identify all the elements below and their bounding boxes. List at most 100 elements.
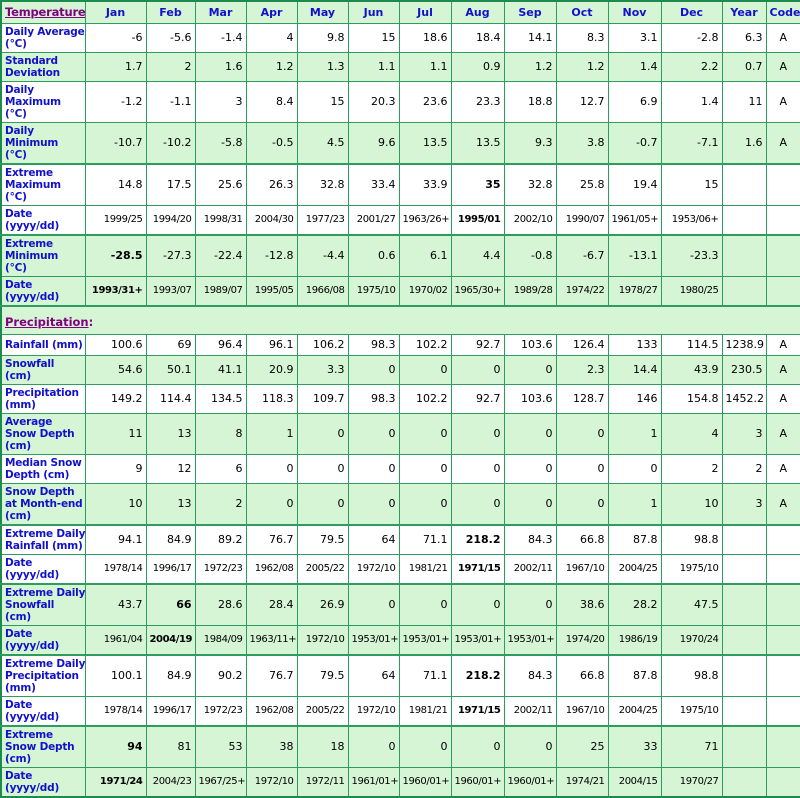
cell-rainfall-jul: 102.2 — [398, 334, 452, 356]
cell-date-extreme-daily-rainfall-year — [721, 554, 767, 585]
cell-extreme-maximum-code — [765, 163, 800, 206]
column-header-jan: Jan — [84, 0, 147, 24]
cell-date-extreme-minimum-aug: 1965/30+ — [450, 276, 505, 307]
cell-date-extreme-daily-precipitation-mar: 1972/23 — [194, 696, 247, 727]
cell-daily-average-nov: 3.1 — [607, 23, 662, 53]
row-date-extreme-daily-snowfall: Date (yyyy/dd) 1961/04 2004/19 1984/09 1963/1… — [0, 625, 800, 656]
row-daily-minimum: Daily Minimum (°C) -10.7 -10.2 -5.8 -0.5 4.5 9.6… — [0, 122, 800, 165]
cell-extreme-daily-precipitation-nov: 87.8 — [607, 654, 662, 697]
cell-precipitation-mm-aug: 92.7 — [450, 384, 505, 414]
cell-date-extreme-daily-precipitation-jul: 1981/21 — [398, 696, 452, 727]
cell-average-snow-depth-feb: 13 — [145, 413, 196, 455]
cell-daily-minimum-jul: 13.5 — [398, 122, 452, 165]
cell-extreme-daily-rainfall-feb: 84.9 — [145, 524, 196, 555]
row-precipitation-mm: Precipitation (mm) 149.2 114.4 134.5 118.3 109… — [0, 384, 800, 414]
cell-extreme-daily-snowfall-jun: 0 — [347, 583, 400, 626]
cell-date-extreme-minimum-nov: 1978/27 — [607, 276, 662, 307]
cell-date-extreme-maximum-may: 1977/23 — [296, 205, 349, 236]
cell-median-snow-depth-aug: 0 — [450, 454, 505, 484]
cell-average-snow-depth-code: A — [765, 413, 800, 455]
cell-extreme-snow-depth-jun: 0 — [347, 725, 400, 768]
cell-extreme-snow-depth-may: 18 — [296, 725, 349, 768]
cell-extreme-minimum-oct: -6.7 — [555, 234, 609, 277]
row-label-line: Minimum — [5, 137, 59, 149]
cell-date-extreme-daily-rainfall-jun: 1972/10 — [347, 554, 400, 585]
row-label-snowfall: Snowfall (cm) — [0, 355, 86, 385]
cell-date-extreme-daily-snowfall-nov: 1986/19 — [607, 625, 662, 656]
row-label-line: (°C) — [5, 262, 27, 274]
row-label-line: Rainfall (mm) — [5, 339, 83, 351]
column-header-nov: Nov — [607, 0, 662, 24]
cell-date-extreme-daily-snowfall-jan: 1961/04 — [84, 625, 147, 656]
row-label-line: (yyyy/dd) — [5, 291, 60, 303]
cell-median-snow-depth-nov: 0 — [607, 454, 662, 484]
column-header-code: Code — [765, 0, 800, 24]
cell-date-extreme-snow-depth-jul: 1960/01+ — [398, 767, 452, 798]
cell-extreme-maximum-dec: 15 — [660, 163, 723, 206]
cell-median-snow-depth-jan: 9 — [84, 454, 147, 484]
cell-date-extreme-snow-depth-jan: 1971/24 — [84, 767, 147, 798]
cell-daily-minimum-sep: 9.3 — [503, 122, 557, 165]
cell-daily-average-may: 9.8 — [296, 23, 349, 53]
cell-snowfall-mar: 41.1 — [194, 355, 247, 385]
cell-date-extreme-daily-rainfall-dec: 1975/10 — [660, 554, 723, 585]
cell-daily-minimum-oct: 3.8 — [555, 122, 609, 165]
cell-daily-maximum-jan: -1.2 — [84, 81, 147, 123]
cell-extreme-daily-snowfall-jul: 0 — [398, 583, 452, 626]
cell-daily-minimum-dec: -7.1 — [660, 122, 723, 165]
cell-rainfall-code: A — [765, 334, 800, 356]
row-label-line: (cm) — [5, 611, 31, 623]
row-label-daily-maximum: Daily Maximum (°C) — [0, 81, 86, 123]
cell-snow-depth-month-end-jun: 0 — [347, 483, 400, 526]
cell-precipitation-mm-sep: 103.6 — [503, 384, 557, 414]
cell-precipitation-mm-oct: 128.7 — [555, 384, 609, 414]
row-label-line: (°C) — [5, 38, 27, 50]
row-label-daily-minimum: Daily Minimum (°C) — [0, 122, 86, 165]
row-label-date-extreme-minimum: Date (yyyy/dd) — [0, 276, 86, 307]
precipitation-link[interactable]: Precipitation — [5, 315, 89, 329]
row-label-line: Precipitation — [5, 387, 79, 399]
cell-date-extreme-daily-precipitation-dec: 1975/10 — [660, 696, 723, 727]
cell-date-extreme-minimum-mar: 1989/07 — [194, 276, 247, 307]
temperature-link[interactable]: Temperature — [5, 5, 85, 19]
cell-extreme-daily-rainfall-code — [765, 524, 800, 555]
cell-snow-depth-month-end-apr: 0 — [245, 483, 298, 526]
cell-extreme-snow-depth-code — [765, 725, 800, 768]
row-label-line: Precipitation — [5, 670, 79, 682]
row-label-extreme-daily-snowfall: Extreme Daily Snowfall (cm) — [0, 583, 86, 626]
cell-precipitation-mm-jan: 149.2 — [84, 384, 147, 414]
cell-date-extreme-daily-precipitation-apr: 1962/08 — [245, 696, 298, 727]
cell-standard-deviation-may: 1.3 — [296, 52, 349, 82]
row-label-line: Date — [5, 208, 33, 220]
row-label-precipitation-mm: Precipitation (mm) — [0, 384, 86, 414]
row-label-extreme-maximum: Extreme Maximum (°C) — [0, 163, 86, 206]
cell-average-snow-depth-aug: 0 — [450, 413, 505, 455]
row-label-line: at Month-end — [5, 498, 83, 510]
row-label-daily-average: Daily Average (°C) — [0, 23, 86, 53]
column-header-may: May — [296, 0, 349, 24]
cell-date-extreme-daily-snowfall-jun: 1953/01+ — [347, 625, 400, 656]
cell-extreme-daily-precipitation-sep: 84.3 — [503, 654, 557, 697]
cell-standard-deviation-mar: 1.6 — [194, 52, 247, 82]
cell-rainfall-jun: 98.3 — [347, 334, 400, 356]
cell-standard-deviation-jul: 1.1 — [398, 52, 452, 82]
cell-extreme-maximum-feb: 17.5 — [145, 163, 196, 206]
row-date-extreme-daily-rainfall: Date (yyyy/dd) 1978/14 1996/17 1972/23 1962/0… — [0, 554, 800, 585]
row-label-line: Snowfall — [5, 599, 55, 611]
cell-extreme-maximum-sep: 32.8 — [503, 163, 557, 206]
row-label-line: Average — [5, 416, 53, 428]
row-median-snow-depth: Median Snow Depth (cm) 9 12 6 0 0 0 0 0 0 0 0 2 2 A — [0, 454, 800, 484]
cell-extreme-minimum-aug: 4.4 — [450, 234, 505, 277]
cell-date-extreme-daily-rainfall-code — [765, 554, 800, 585]
row-rainfall: Rainfall (mm) 100.6 69 96.4 96.1 106.2 98.3 102… — [0, 334, 800, 356]
cell-extreme-daily-snowfall-code — [765, 583, 800, 626]
cell-date-extreme-daily-rainfall-mar: 1972/23 — [194, 554, 247, 585]
row-label-line: Deviation — [5, 67, 60, 79]
cell-daily-average-jan: -6 — [84, 23, 147, 53]
cell-date-extreme-snow-depth-mar: 1967/25+ — [194, 767, 247, 798]
cell-extreme-daily-precipitation-feb: 84.9 — [145, 654, 196, 697]
cell-daily-maximum-may: 15 — [296, 81, 349, 123]
cell-snowfall-jul: 0 — [398, 355, 452, 385]
cell-extreme-maximum-jan: 14.8 — [84, 163, 147, 206]
